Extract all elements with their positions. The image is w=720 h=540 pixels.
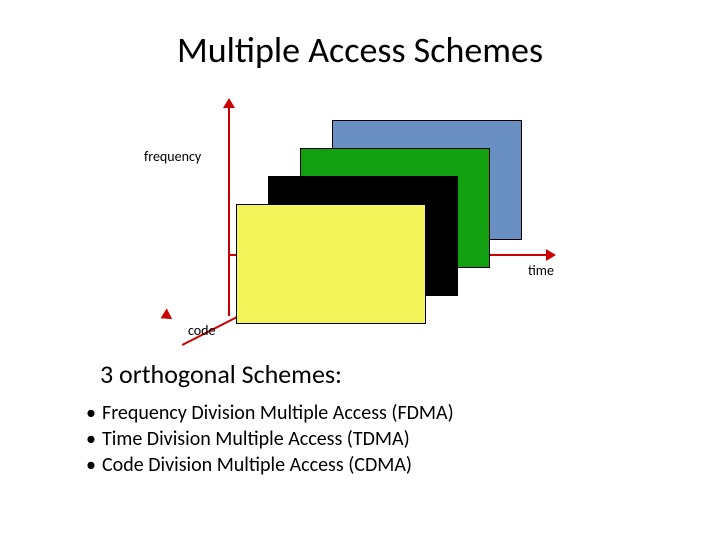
frequency-axis	[228, 106, 230, 316]
code-plane	[236, 204, 426, 324]
time-axis-arrow-icon	[546, 249, 556, 261]
subtitle: 3 orthogonal Schemes:	[100, 358, 342, 390]
code-axis-label: code	[188, 322, 216, 339]
access-schemes-diagram: frequency time code	[130, 100, 580, 340]
frequency-axis-arrow-icon	[223, 98, 235, 108]
bullet-list: Frequency Division Multiple Access (FDMA…	[86, 400, 454, 478]
code-axis-arrow-icon	[158, 308, 172, 323]
list-item: Frequency Division Multiple Access (FDMA…	[86, 400, 454, 426]
time-axis-label: time	[528, 262, 554, 279]
slide-title: Multiple Access Schemes	[0, 28, 720, 72]
list-item: Code Division Multiple Access (CDMA)	[86, 452, 454, 478]
frequency-axis-label: frequency	[144, 148, 201, 165]
list-item: Time Division Multiple Access (TDMA)	[86, 426, 454, 452]
